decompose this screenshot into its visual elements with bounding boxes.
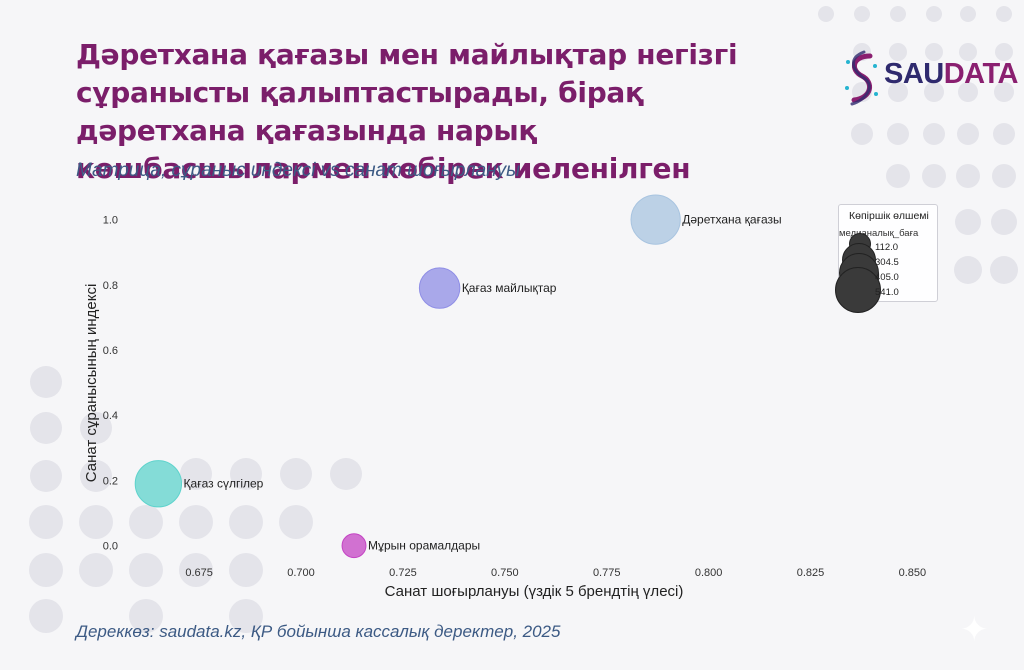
y-tick-label: 0.6 — [103, 345, 118, 357]
x-tick-label: 0.725 — [389, 567, 417, 579]
bubble-point — [630, 194, 681, 245]
bubble-label: Мұрын орамалдары — [368, 539, 480, 553]
legend-entry-4: 541.0 — [875, 287, 899, 298]
legend-entry-3: 405.0 — [875, 272, 899, 283]
legend-subtitle: медианалық_баға — [839, 228, 919, 239]
legend-title: Көпіршік өлшемі — [849, 210, 929, 222]
y-tick-label: 1.0 — [103, 215, 118, 227]
y-tick-label: 0.4 — [103, 410, 118, 422]
x-tick-label: 0.850 — [899, 567, 927, 579]
page-title: Дәретхана қағазы мен майлықтар негізгі с… — [76, 38, 738, 185]
legend-bubble-4 — [835, 267, 881, 313]
x-axis-label: Санат шоғырлануы (үздік 5 брендтің үлесі… — [385, 583, 684, 600]
page-subtitle: Матрица, сұраныс индексі vs санат шоғырл… — [76, 160, 521, 181]
logo-part-sau: SAU — [884, 58, 944, 90]
y-tick-label: 0.2 — [103, 475, 118, 487]
bubble-label: Дәретхана қағазы — [682, 213, 781, 227]
x-tick-label: 0.775 — [593, 567, 621, 579]
x-tick-label: 0.800 — [695, 567, 723, 579]
logo-wordmark: SAUDATA — [884, 58, 1018, 91]
logo-part-data: DATA — [943, 58, 1019, 90]
source-note: Дереккөз: saudata.kz, ҚР бойынша кассалы… — [76, 622, 561, 641]
x-tick-label: 0.700 — [287, 567, 315, 579]
logo-mark-icon — [845, 50, 878, 106]
sparkle-icon: ✦ — [960, 611, 989, 649]
bubble-point — [134, 460, 183, 508]
x-tick-label: 0.675 — [185, 567, 213, 579]
bubble-point — [418, 267, 461, 309]
bubble-point — [341, 533, 367, 559]
x-tick-label: 0.825 — [797, 567, 825, 579]
bubble-label: Қағаз сүлгілер — [184, 477, 264, 491]
legend-entry-2: 304.5 — [875, 257, 899, 268]
saudata-logo: SAUDATA — [842, 48, 1018, 108]
bubble-label: Қағаз майлықтар — [462, 281, 557, 295]
x-tick-label: 0.750 — [491, 567, 519, 579]
legend-entry-1: 112.0 — [875, 242, 899, 253]
bubble-size-legend: Көпіршік өлшемі медианалық_баға 112.0 30… — [835, 204, 938, 313]
y-tick-label: 0.0 — [103, 541, 118, 553]
y-tick-label: 0.8 — [103, 280, 118, 292]
y-axis-label: Санат сұранысының индексі — [83, 284, 100, 483]
